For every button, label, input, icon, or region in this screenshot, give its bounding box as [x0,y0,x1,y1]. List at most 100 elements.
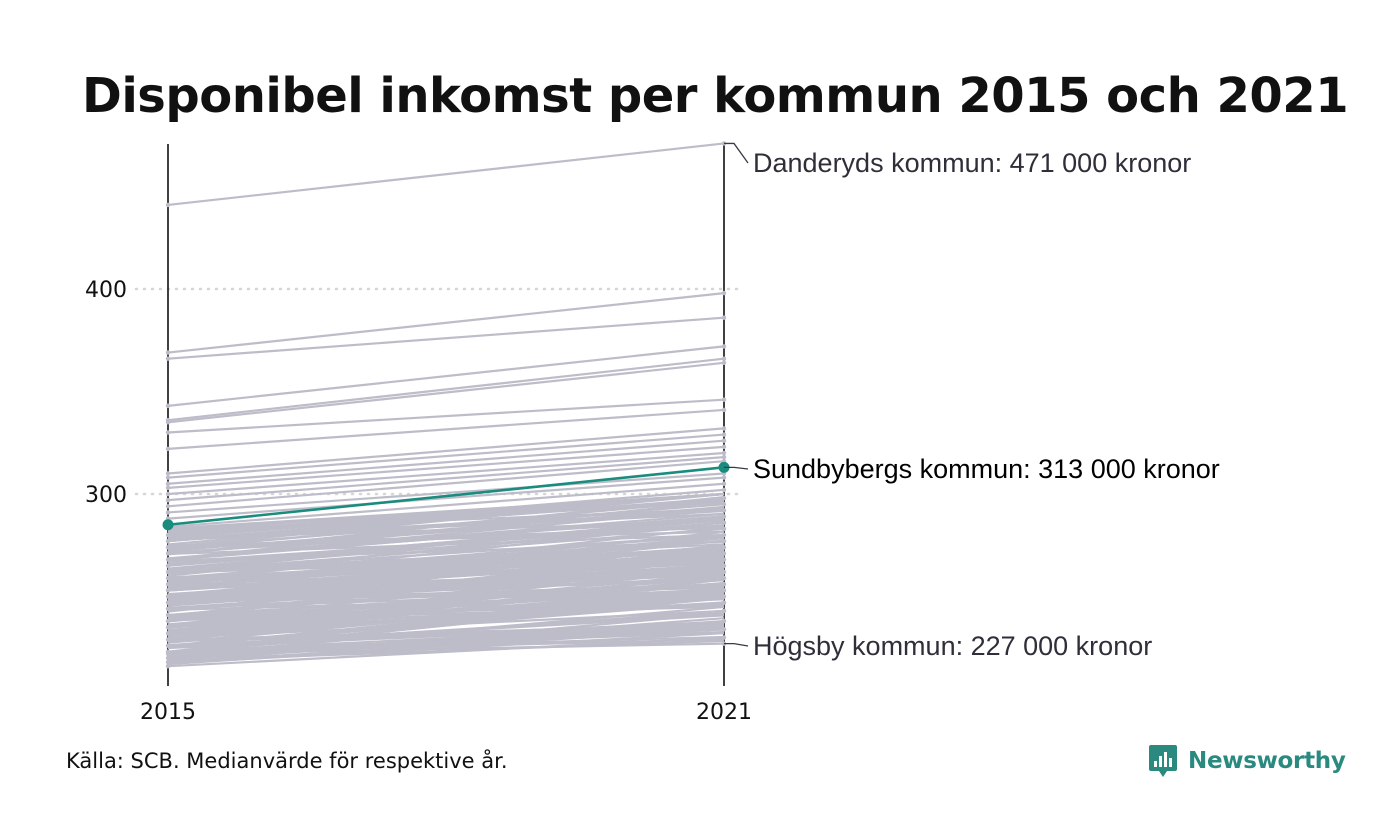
point-series-9-2015 [165,475,171,480]
point-series-12-2021 [721,450,727,456]
x-tick-label-2015: 2015 [140,700,196,725]
point-series-28-2015 [165,588,171,593]
point-series-10-2015 [165,481,171,486]
background-line [167,521,725,584]
series-line-series-35 [167,589,725,635]
point-series-30-2021 [721,557,727,562]
point-series-35-2021 [721,588,727,593]
point-series-41-2021 [721,635,727,640]
series-line-series-26 [167,533,725,580]
point-series-16-2015 [165,510,171,515]
series-line-series-21 [167,503,725,549]
series-line-series-33 [167,576,725,623]
series-line-series-32 [167,570,725,617]
series-line-series-25 [167,527,725,573]
point-series-14-2015 [165,504,171,509]
labels: 300 400 2015 2021 Danderyds kommun: 471 000 … [85,142,1220,725]
series-line-series-37 [167,601,725,647]
series-line-series-1 [167,292,725,354]
point-series-19-2015 [165,532,171,538]
series-line-series-22 [167,509,725,555]
series-line-series-3 [167,345,725,407]
point-series-35-2015 [165,631,171,636]
point-series-11-2021 [721,444,727,450]
series-line-series-28 [167,546,725,592]
point-series-26-2015 [165,575,171,581]
brand-name: Newsworthy [1188,748,1346,774]
point-series-23-2021 [721,514,727,519]
point-series-7-2015 [165,446,171,452]
series-line-series-17 [167,476,725,520]
point-series-10-2021 [721,438,727,443]
point-series-13-2015 [165,497,171,503]
series-line-series-4 [167,357,725,422]
series-line-series-24 [167,521,725,567]
point-series-5-2021 [721,360,727,365]
point-series-28-2021 [721,545,727,550]
point-series-9-2021 [721,432,727,437]
x-tick-label-2021: 2021 [696,700,752,725]
point-series-3-2015 [165,403,171,409]
point-series-25-2021 [721,526,727,532]
series-line-series-19 [167,488,725,537]
point-series-7-2021 [721,407,727,413]
y-tick-label-300: 300 [85,483,127,508]
callout-label-1: Sundbybergs kommun: 313 000 kronor [753,454,1220,484]
series-line-högsby-kommun [167,642,725,655]
highlight-line [167,466,725,527]
point-series-38-2021 [721,608,727,614]
series-line-series-41 [167,636,725,668]
point-series-39-2015 [165,655,171,661]
point-series-32-2015 [165,612,171,618]
point-series-29-2015 [165,594,171,599]
series-line-series-11 [167,445,725,489]
series-line-series-14 [167,460,725,508]
point-series-8-2021 [721,426,727,431]
point-series-33-2015 [165,618,171,624]
series-line-series-38 [167,609,725,653]
series-line-series-6 [167,398,725,434]
series-line-series-8 [167,427,725,475]
brand-logo: Newsworthy [1148,744,1346,778]
point-series-13-2021 [721,454,727,460]
point-series-21-2021 [721,502,727,507]
highlight-point-2015 [162,519,174,531]
point-series-40-2015 [165,659,171,665]
series-line-series-13 [167,456,725,502]
point-series-20-2021 [721,495,727,501]
series-line-series-30 [167,558,725,604]
series-line-series-27 [167,540,725,586]
series-lines [165,141,727,669]
point-series-37-2021 [721,600,727,605]
point-series-21-2015 [165,545,171,550]
point-series-36-2015 [165,637,171,642]
series-line-series-20 [167,497,725,543]
y-tick-label-400: 400 [85,278,127,303]
background-line [167,623,725,653]
point-series-22-2015 [165,551,171,556]
point-series-39-2021 [721,618,727,624]
series-line-series-10 [167,439,725,485]
point-series-30-2015 [165,600,171,605]
series-line-series-7 [167,408,725,450]
point-series-22-2021 [721,508,727,513]
series-line-series-16 [167,472,725,514]
point-series-26-2021 [721,532,727,538]
point-series-41-2015 [165,664,171,669]
series-line-series-31 [167,564,725,610]
point-series-29-2021 [721,551,727,556]
point-series-20-2015 [165,538,171,544]
callout-leader-2 [724,643,749,647]
highlight-series [162,461,730,531]
point-series-34-2021 [721,582,727,587]
point-series-31-2015 [165,606,171,611]
point-series-32-2021 [721,569,727,575]
point-series-1-2021 [721,290,727,296]
chart-title: Disponibel inkomst per kommun 2015 och 2… [82,68,1349,124]
point-series-2-2021 [721,315,727,320]
point-series-24-2021 [721,520,727,525]
point-series-23-2015 [165,557,171,562]
series-line-series-34 [167,583,725,629]
series-line-series-18 [167,482,725,528]
point-series-6-2015 [165,430,171,435]
